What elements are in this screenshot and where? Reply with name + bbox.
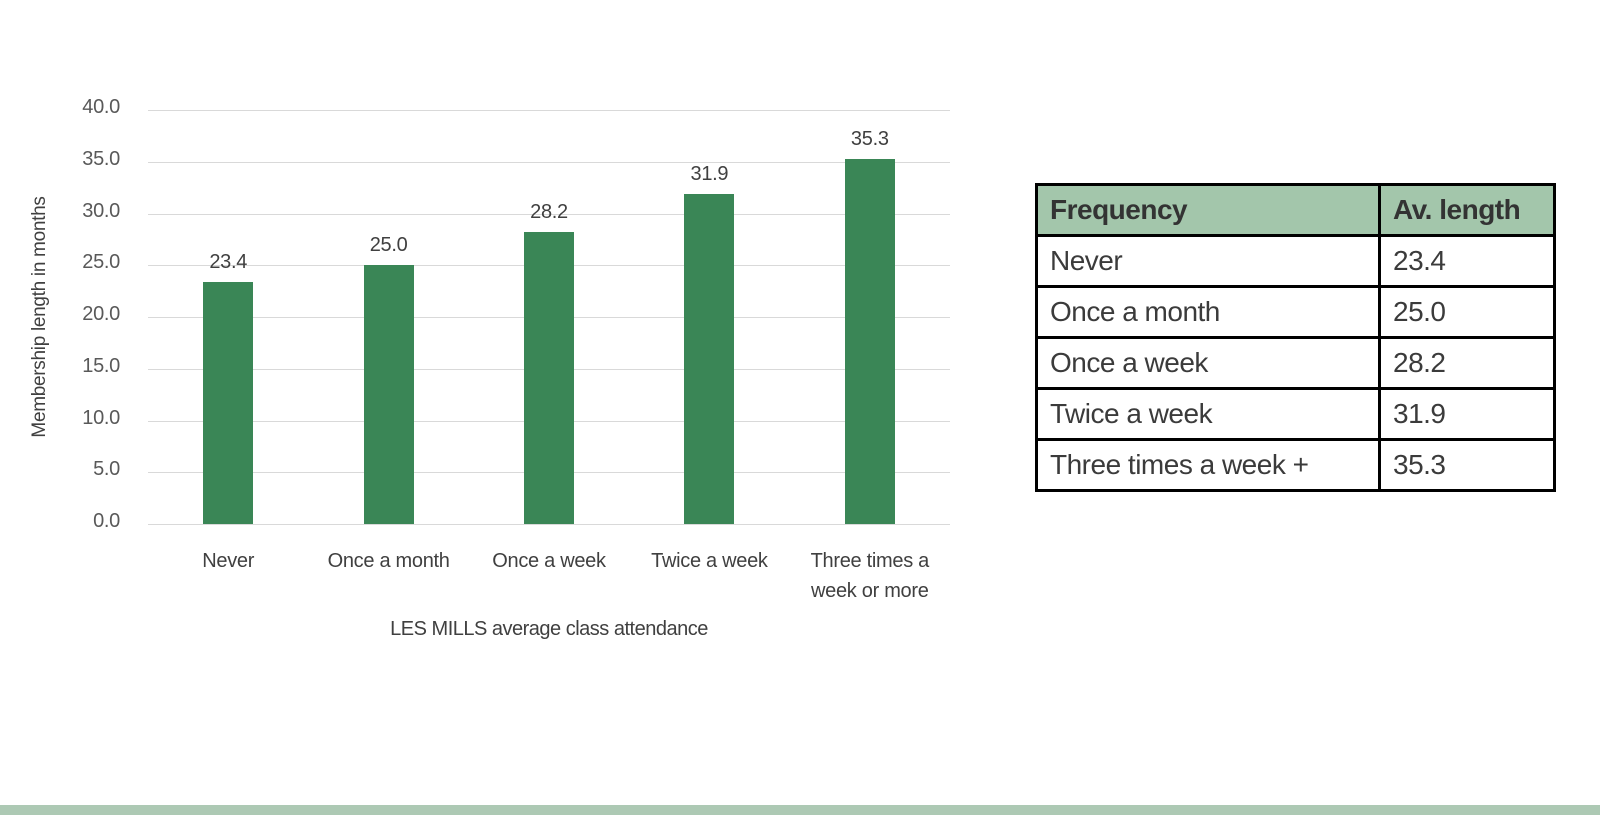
y-axis-tick-label: 20.0 [82,303,120,325]
bar-value-label: 25.0 [369,234,408,257]
table-header-row: Frequency Av. length [1035,183,1556,237]
cell-frequency: Never [1035,234,1381,288]
cell-av-length: 35.3 [1378,438,1556,492]
x-axis-title: LES MILLS average class attendance [390,618,708,640]
y-axis-tick-label: 15.0 [82,354,120,377]
bar-never [203,281,254,524]
bar-three-times-a-week-or-more [844,158,895,524]
frequency-table: Frequency Av. length Never 23.4 Once a mon… [1035,183,1556,492]
bar-value-label: 23.4 [209,250,248,273]
footer-accent-band [0,805,1600,815]
y-axis-tick-label: 30.0 [82,199,120,222]
y-axis-tick-label: 5.0 [93,458,120,481]
gridline [148,213,950,215]
table-header-frequency: Frequency [1035,183,1381,237]
bar-value-label: 35.3 [850,127,889,150]
cell-av-length: 23.4 [1378,234,1556,288]
x-axis-tick-label: Twice a week [651,550,768,572]
gridline [148,161,950,163]
bar-twice-a-week [684,193,735,524]
x-axis-tick-label: Once a month [327,550,450,572]
x-axis-tick-label: Three times a week or more [810,550,930,602]
table-body: Never 23.4 Once a month 25.0 Once a week 28.2… [1035,234,1556,492]
y-axis-tick-label: 10.0 [82,406,120,429]
membership-bar-chart: Membership length in months LES MILLS av… [29,96,950,640]
cell-frequency: Once a week [1035,336,1381,390]
bar-once-a-month [363,265,414,524]
y-axis-tick-label: 35.0 [82,147,120,170]
cell-av-length: 25.0 [1378,285,1556,339]
table-row: Never 23.4 [1035,234,1556,288]
gridline [148,524,950,525]
table-row: Twice a week 31.9 [1035,387,1556,441]
bar-value-label: 31.9 [690,162,729,185]
table-row: Once a week 28.2 [1035,336,1556,390]
cell-frequency: Three times a week + [1035,438,1381,492]
y-axis-tick-label: 25.0 [82,251,120,274]
x-axis-tick-label: Never [202,550,255,572]
plot-area [148,110,950,525]
cell-frequency: Once a month [1035,285,1381,339]
bar-value-label: 28.2 [530,201,568,224]
gridline [148,110,950,111]
cell-av-length: 31.9 [1378,387,1556,441]
table-header-av-length: Av. length [1378,183,1556,237]
y-axis-tick-label: 40.0 [82,96,120,118]
table-row: Three times a week +35.3 [1035,438,1556,492]
table-row: Once a month 25.0 [1035,285,1556,339]
cell-av-length: 28.2 [1378,336,1556,390]
x-axis-tick-label: Once a week [492,550,606,572]
y-axis-tick-label: 0.0 [93,510,120,532]
cell-frequency: Twice a week [1035,387,1381,441]
bar-once-a-week [524,232,574,524]
